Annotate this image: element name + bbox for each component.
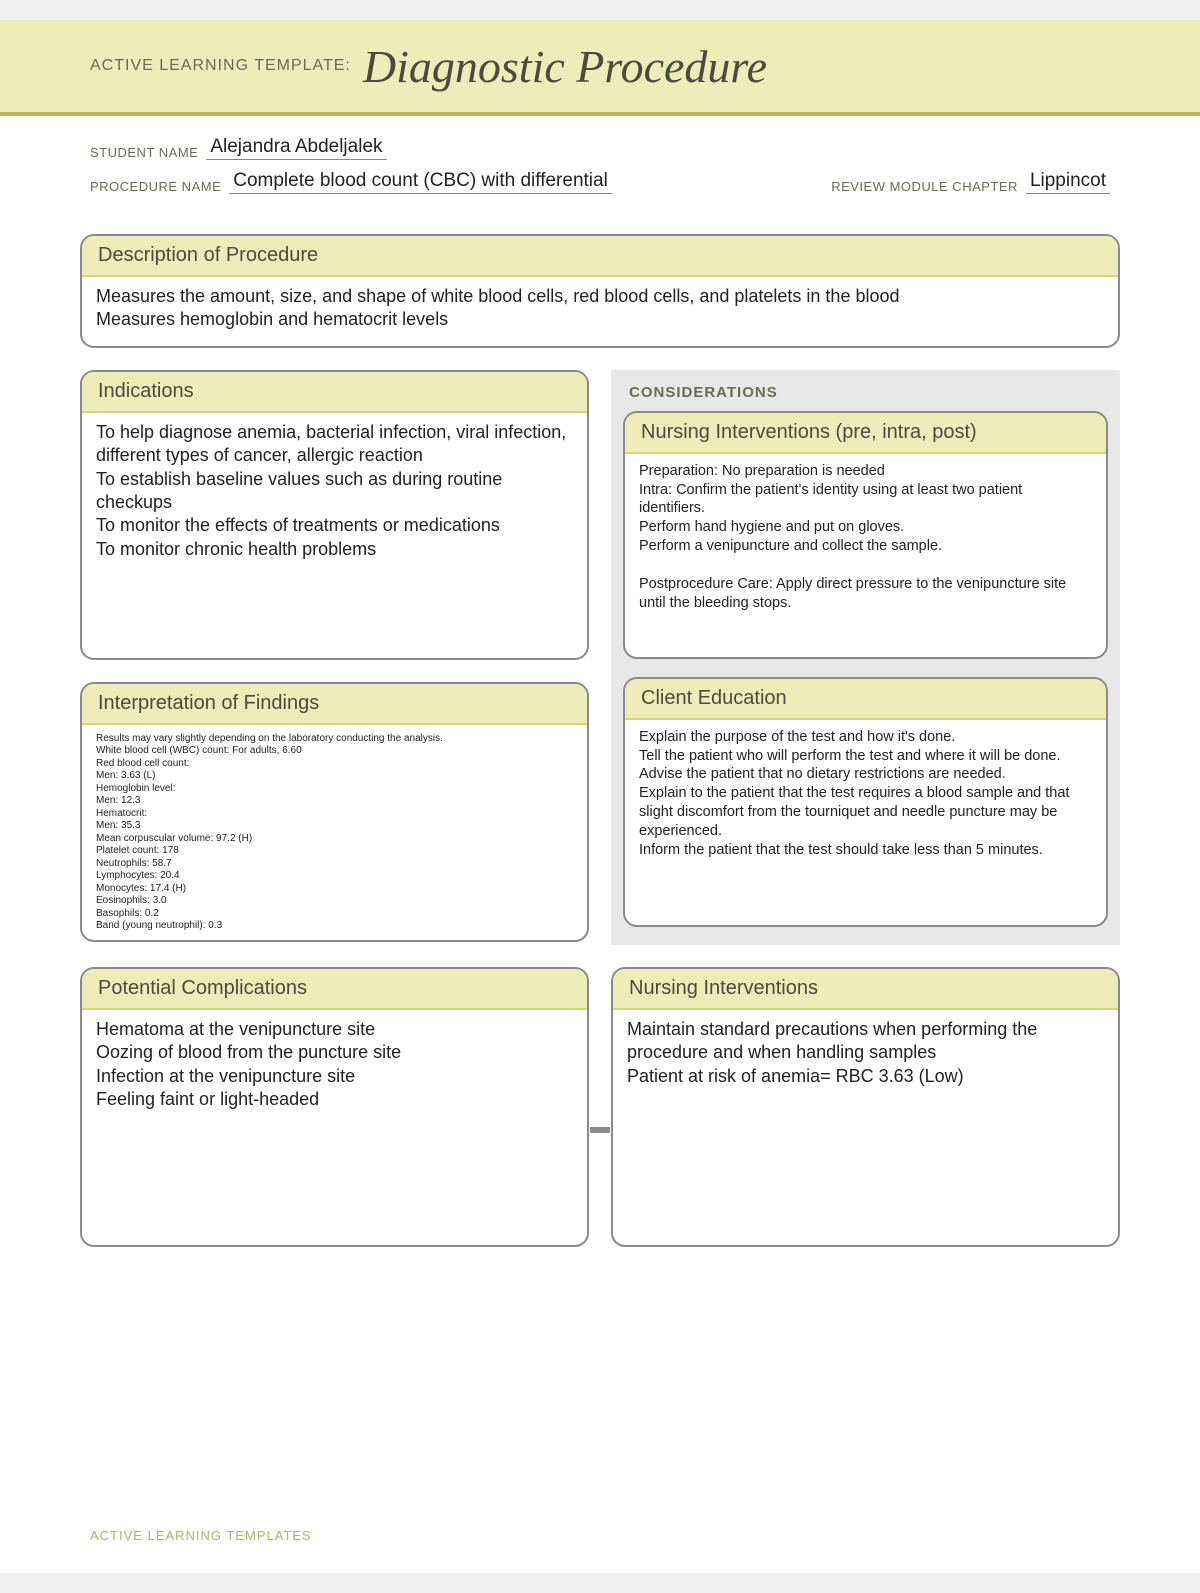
nursing-pre-title: Nursing Interventions (pre, intra, post) bbox=[625, 413, 1106, 454]
page: ACTIVE LEARNING TEMPLATE: Diagnostic Pro… bbox=[0, 20, 1200, 1573]
indications-body: To help diagnose anemia, bacterial infec… bbox=[82, 413, 587, 575]
header-title: Diagnostic Procedure bbox=[363, 40, 767, 93]
nursing-pre-box: Nursing Interventions (pre, intra, post)… bbox=[623, 411, 1108, 659]
header-band: ACTIVE LEARNING TEMPLATE: Diagnostic Pro… bbox=[0, 20, 1200, 116]
nursing2-box: Nursing Interventions Maintain standard … bbox=[611, 967, 1120, 1247]
header-prefix: ACTIVE LEARNING TEMPLATE: bbox=[90, 57, 351, 75]
student-row: STUDENT NAME Alejandra Abdeljalek bbox=[90, 136, 1110, 160]
considerations-wrap: CONSIDERATIONS Nursing Interventions (pr… bbox=[611, 370, 1120, 945]
left-col-1: Indications To help diagnose anemia, bac… bbox=[80, 370, 589, 942]
interpretation-box: Interpretation of Findings Results may v… bbox=[80, 682, 589, 942]
review-value: Lippincot bbox=[1026, 170, 1110, 194]
student-label: STUDENT NAME bbox=[90, 145, 198, 160]
client-edu-body: Explain the purpose of the test and how … bbox=[625, 720, 1106, 874]
complications-body: Hematoma at the venipuncture siteOozing … bbox=[82, 1010, 587, 1126]
columns-row-1: Indications To help diagnose anemia, bac… bbox=[80, 370, 1120, 945]
columns-row-2: Potential Complications Hematoma at the … bbox=[80, 967, 1120, 1247]
considerations-title: CONSIDERATIONS bbox=[629, 384, 1108, 401]
nursing2-title: Nursing Interventions bbox=[613, 969, 1118, 1010]
procedure-row: PROCEDURE NAME Complete blood count (CBC… bbox=[90, 170, 1110, 194]
client-edu-title: Client Education bbox=[625, 679, 1106, 720]
nursing2-body: Maintain standard precautions when perfo… bbox=[613, 1010, 1118, 1102]
indications-box: Indications To help diagnose anemia, bac… bbox=[80, 370, 589, 660]
review-label: REVIEW MODULE CHAPTER bbox=[831, 179, 1018, 194]
nursing-pre-body: Preparation: No preparation is neededInt… bbox=[625, 454, 1106, 627]
right-col-1: CONSIDERATIONS Nursing Interventions (pr… bbox=[611, 370, 1120, 945]
box-connector bbox=[590, 1127, 610, 1133]
meta-section: STUDENT NAME Alejandra Abdeljalek PROCED… bbox=[0, 116, 1200, 214]
interpretation-body: Results may vary slightly depending on t… bbox=[82, 725, 587, 942]
client-edu-box: Client Education Explain the purpose of … bbox=[623, 677, 1108, 927]
description-body: Measures the amount, size, and shape of … bbox=[82, 277, 1118, 346]
description-title: Description of Procedure bbox=[82, 236, 1118, 277]
footer-text: ACTIVE LEARNING TEMPLATES bbox=[90, 1528, 312, 1543]
complications-box: Potential Complications Hematoma at the … bbox=[80, 967, 589, 1247]
interpretation-title: Interpretation of Findings bbox=[82, 684, 587, 725]
complications-title: Potential Complications bbox=[82, 969, 587, 1010]
student-value: Alejandra Abdeljalek bbox=[206, 136, 386, 160]
procedure-label: PROCEDURE NAME bbox=[90, 179, 221, 194]
procedure-value: Complete blood count (CBC) with differen… bbox=[229, 170, 612, 194]
indications-title: Indications bbox=[82, 372, 587, 413]
description-box: Description of Procedure Measures the am… bbox=[80, 234, 1120, 348]
content: Description of Procedure Measures the am… bbox=[0, 214, 1200, 1247]
